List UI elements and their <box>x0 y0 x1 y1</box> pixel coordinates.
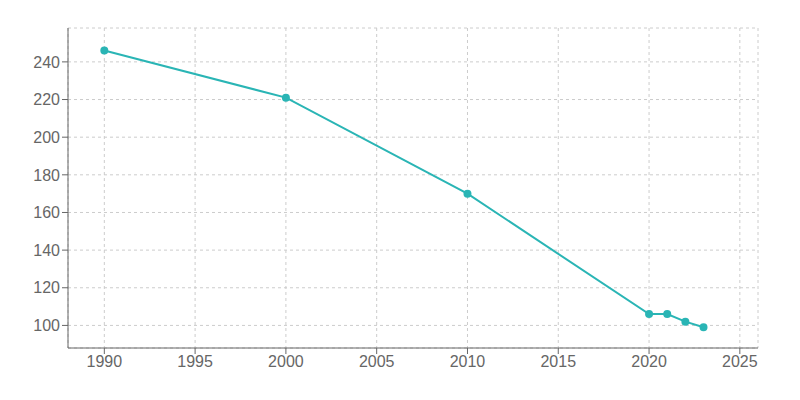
svg-text:2005: 2005 <box>359 353 395 370</box>
svg-text:2010: 2010 <box>450 353 486 370</box>
svg-text:140: 140 <box>33 242 60 259</box>
svg-text:200: 200 <box>33 129 60 146</box>
svg-text:2025: 2025 <box>722 353 758 370</box>
svg-text:220: 220 <box>33 91 60 108</box>
svg-text:240: 240 <box>33 54 60 71</box>
svg-text:180: 180 <box>33 167 60 184</box>
svg-text:2000: 2000 <box>268 353 304 370</box>
svg-text:160: 160 <box>33 204 60 221</box>
svg-text:2020: 2020 <box>631 353 667 370</box>
svg-text:120: 120 <box>33 279 60 296</box>
svg-text:1990: 1990 <box>87 353 123 370</box>
svg-text:1995: 1995 <box>177 353 213 370</box>
svg-text:100: 100 <box>33 317 60 334</box>
svg-text:2015: 2015 <box>540 353 576 370</box>
